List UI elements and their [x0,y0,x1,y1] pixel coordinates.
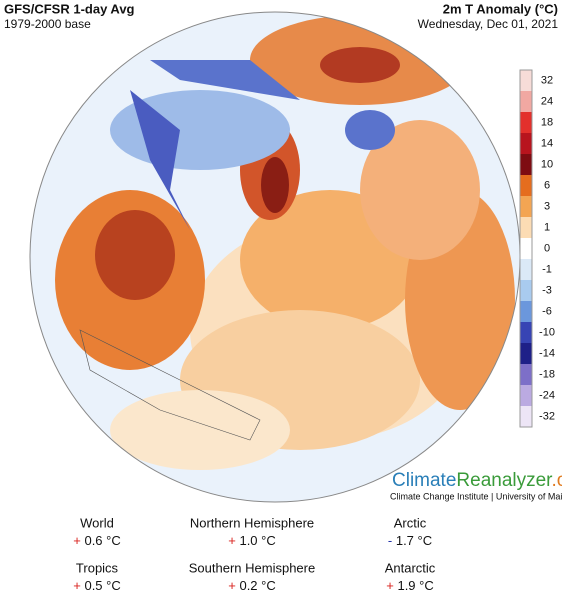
colorbar-cell [520,364,532,385]
stat-sign: + [228,578,236,593]
colorbar-label: -6 [542,305,552,317]
colorbar-label: 1 [544,221,550,233]
colorbar-cell [520,112,532,133]
stat-number: 1.0 °C [239,533,275,548]
colorbar-label: -14 [539,347,555,359]
colorbar-label: 0 [544,242,550,254]
colorbar-label: -18 [539,368,555,380]
brand-part: Reanalyzer [456,470,553,491]
stat-sign: + [73,533,81,548]
stat-value: + 1.0 °C [228,533,276,548]
date: Wednesday, Dec 01, 2021 [418,17,559,31]
colorbar-label: 10 [541,158,553,170]
colorbar-cell [520,406,532,427]
colorbar-label: 32 [541,74,553,86]
colorbar-cell [520,280,532,301]
colorbar-cell [520,154,532,175]
stats: World + 0.6 °C Northern Hemisphere + 1.0 °C… [73,515,436,593]
colorbar-label: -1 [542,263,552,275]
stat-value: + 0.6 °C [73,533,121,548]
stat-value: + 0.5 °C [73,578,121,593]
stat-sign: + [228,533,236,548]
stat-label: Tropics [76,560,119,575]
colorbar-cell [520,259,532,280]
colorbar-cell [520,385,532,406]
stat-number: 1.9 °C [397,578,433,593]
stat-value: + 1.9 °C [386,578,434,593]
stat-number: 1.7 °C [396,533,432,548]
colorbar-label: 6 [544,179,550,191]
colorbar-cell [520,175,532,196]
colorbar-frame [519,69,533,428]
stat-sign: + [73,578,81,593]
brand: ClimateReanalyzer.org [392,470,562,491]
colorbar-cell [520,301,532,322]
variable: 2m T Anomaly (°C) [443,1,558,16]
colorbar-cell [520,322,532,343]
colorbar-cell [520,91,532,112]
colorbar-label: 3 [544,200,550,212]
stat-sign: - [388,533,392,548]
colorbar-cell [520,70,532,91]
stat-label: Arctic [394,515,427,530]
colorbar-label: -10 [539,326,555,338]
colorbar-label: 24 [541,95,553,107]
globe-map [30,12,520,502]
stat-label: Southern Hemisphere [189,560,315,575]
stat-number: 0.5 °C [84,578,120,593]
stat-number: 0.2 °C [239,578,275,593]
stat-label: World [80,515,114,530]
stat-value: - 1.7 °C [388,533,432,548]
stat-label: Northern Hemisphere [190,515,314,530]
stat-value: + 0.2 °C [228,578,276,593]
colorbar-label: -32 [539,410,555,422]
colorbar-cell [520,238,532,259]
stat-sign: + [386,578,394,593]
brand-part: .org [551,470,562,491]
colorbar-cell [520,343,532,364]
colorbar-cell [520,133,532,154]
colorbar-label: 18 [541,116,553,128]
brand-part: Climate [392,470,456,491]
colorbar-label: -3 [542,284,552,296]
colorbar-cell [520,217,532,238]
colorbar-label: 14 [541,137,553,149]
credit: Climate Change Institute | University of… [390,491,562,501]
subtitle: 1979-2000 base [4,17,91,31]
colorbar-cell [520,196,532,217]
title: GFS/CFSR 1-day Avg [4,1,135,16]
colorbar-label: -24 [539,389,555,401]
stat-label: Antarctic [385,560,436,575]
stat-number: 0.6 °C [84,533,120,548]
